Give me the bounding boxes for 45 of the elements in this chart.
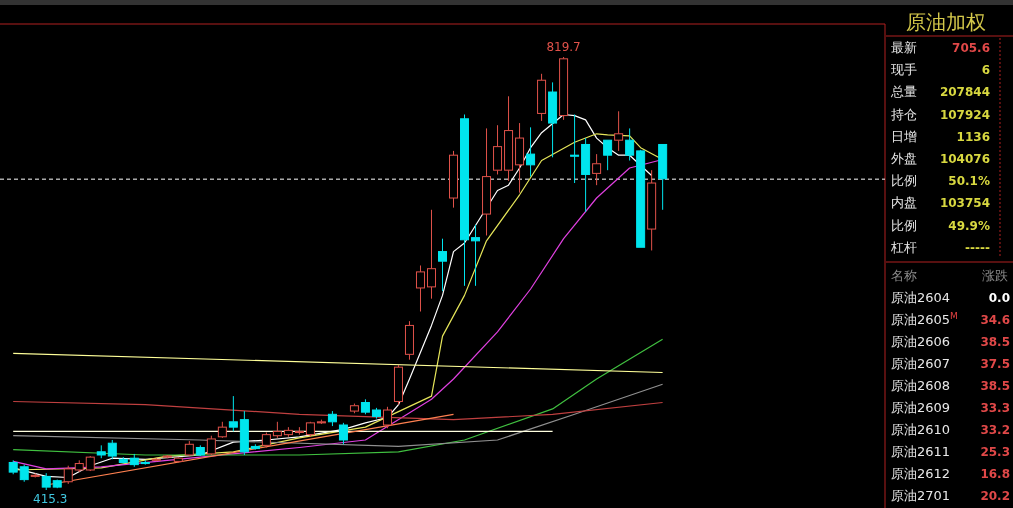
text: 25.3 <box>980 445 1010 459</box>
text: 杠杆 <box>890 239 917 255</box>
text: 37.5 <box>980 357 1010 371</box>
text: 107924 <box>939 107 990 122</box>
text: 原油2608 <box>891 378 951 393</box>
text: 33.2 <box>980 423 1010 437</box>
text: 比例 <box>891 217 917 233</box>
text: 原油加权 <box>906 10 986 34</box>
text: 原油2604 <box>891 290 951 305</box>
text: 原油2605$^{M}$ <box>891 311 958 327</box>
text: 50.1% <box>948 174 990 189</box>
text: 34.6 <box>980 313 1010 327</box>
text: 最新 <box>891 40 917 55</box>
text: 16.8 <box>980 467 1010 481</box>
text: 名称 <box>891 268 917 283</box>
text: 原油2701 <box>891 488 951 503</box>
text: 现手 <box>891 62 917 78</box>
text: 0.0 <box>988 291 1010 305</box>
text: 38.5 <box>980 379 1010 393</box>
text: 33.3 <box>980 401 1010 415</box>
text: 日增 <box>891 128 917 144</box>
text: 1136 <box>956 129 990 144</box>
annotation: 415.3 <box>33 492 68 506</box>
annotation: 819.7 <box>546 40 581 54</box>
text: 6 <box>981 63 990 78</box>
text: 20.2 <box>980 489 1010 503</box>
text: 207844 <box>939 85 990 100</box>
text: 103754 <box>939 196 990 211</box>
text: 持仓 <box>891 106 917 122</box>
text: 104076 <box>939 152 990 166</box>
text: 内盘 <box>891 195 917 211</box>
text: ----- <box>965 240 991 255</box>
text: 原油2611 <box>891 444 951 459</box>
text: 原油2612 <box>891 466 951 481</box>
text: 总量 <box>890 84 917 100</box>
text: 比例 <box>891 173 917 189</box>
text: 原油2606 <box>891 334 951 349</box>
text: 49.9% <box>948 218 990 233</box>
text: 原油2609 <box>891 400 951 415</box>
text: 38.5 <box>980 335 1010 349</box>
text: 外盘 <box>891 151 917 166</box>
text: 涨跌 <box>982 268 1008 283</box>
text: 705.6 <box>952 41 990 55</box>
text: 原油2610 <box>891 422 951 437</box>
text: 原油2607 <box>891 356 951 371</box>
